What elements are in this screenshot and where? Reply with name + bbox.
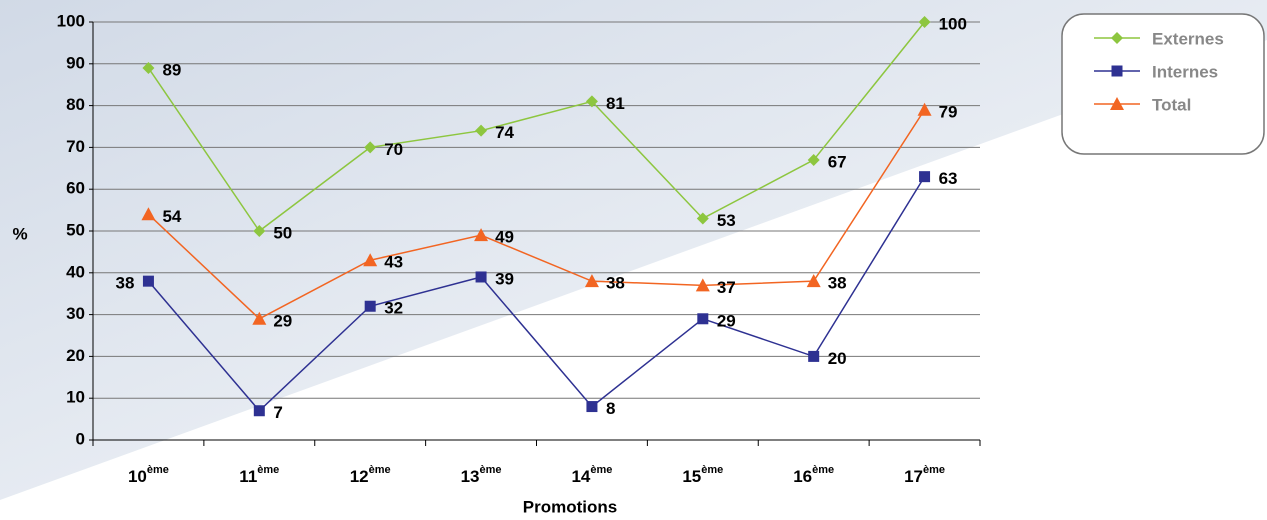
data-point [474,228,489,242]
data-label: 7 [273,403,282,422]
data-label: 37 [717,278,736,297]
data-label: 39 [495,269,514,288]
data-point [142,61,155,74]
data-label: 38 [606,274,625,293]
series-line [147,109,926,320]
x-tick-label: 14ème [571,464,612,487]
data-label: 38 [828,274,847,293]
data-point [252,311,267,325]
data-label: 74 [495,123,514,142]
data-label: 100 [939,14,967,33]
y-tick-label: 40 [66,262,85,281]
data-label: 8 [606,399,615,418]
legend-marker [1110,97,1124,110]
data-label: 54 [162,207,181,226]
data-label: 53 [717,211,736,230]
y-tick-label: 20 [66,346,85,365]
legend-label: Internes [1152,62,1218,81]
x-tick-label: 15ème [682,464,723,487]
data-point [917,102,932,116]
x-tick-label: 16ème [793,464,834,487]
data-point [475,124,488,137]
data-label: 49 [495,228,514,247]
x-tick-label: 10ème [128,464,169,487]
data-label: 89 [162,60,181,79]
data-point [586,401,598,413]
data-point [806,274,821,288]
data-label: 79 [939,102,958,121]
data-label: 29 [717,311,736,330]
data-point [919,171,931,183]
y-tick-label: 80 [66,95,85,114]
data-point [808,350,820,362]
data-point [253,225,266,237]
data-point [807,153,820,166]
x-axis-label: Promotions [523,497,617,516]
y-tick-label: 70 [66,137,85,156]
data-point [585,95,598,108]
data-point [364,141,377,154]
data-point [697,313,709,325]
y-axis-label: % [12,224,27,243]
x-tick-label: 17ème [904,464,945,487]
data-label: 70 [384,140,403,159]
y-tick-label: 60 [66,179,85,198]
data-label: 38 [116,274,135,293]
x-tick-label: 12ème [350,464,391,487]
data-label: 43 [384,253,403,272]
data-label: 32 [384,299,403,318]
y-tick-label: 50 [66,220,85,239]
y-tick-label: 100 [57,11,85,30]
data-point [363,253,378,267]
data-point [584,274,599,288]
x-tick-label: 11ème [239,464,279,487]
data-label: 29 [273,311,292,330]
y-tick-label: 30 [66,304,85,323]
legend-label: Externes [1152,29,1224,48]
legend-box [1061,13,1265,155]
y-tick-label: 90 [66,53,85,72]
series-line [147,21,926,233]
data-label: 81 [606,94,625,113]
background [0,0,1267,500]
data-point [918,16,931,28]
data-label: 63 [939,169,958,188]
data-label: 67 [828,152,847,171]
series-line [147,176,926,412]
x-tick-label: 13ème [461,464,502,487]
data-point [364,300,376,312]
y-tick-label: 0 [76,429,85,448]
legend-marker [1111,65,1123,77]
data-point [141,207,156,221]
data-point [695,278,710,292]
data-point [696,212,709,225]
data-label: 50 [273,223,292,242]
data-label: 20 [828,349,847,368]
data-point [253,405,265,417]
data-point [142,275,154,287]
legend-label: Total [1152,95,1191,114]
data-point [475,271,487,283]
y-tick-label: 10 [66,388,85,407]
legend-marker [1111,32,1123,44]
